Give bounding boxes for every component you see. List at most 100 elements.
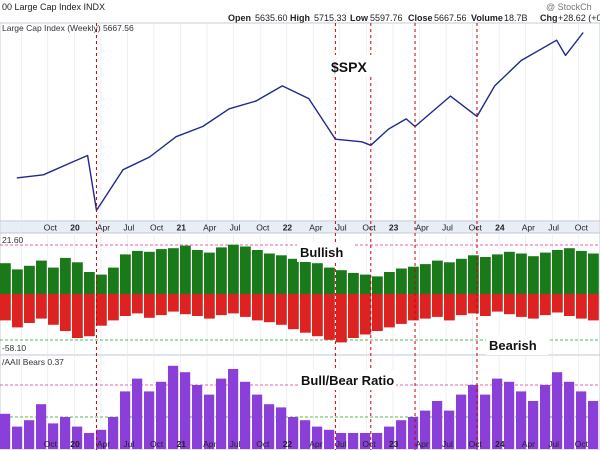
high-label: High [290, 13, 310, 23]
x-tick-label: Apr [97, 223, 110, 233]
x-tick-label: Oct [362, 439, 376, 449]
x-tick-label: Jul [336, 223, 347, 233]
bullish-bar [312, 263, 323, 294]
ratio-bar [300, 420, 311, 449]
x-tick-label: 20 [70, 223, 80, 233]
bullish-bar [192, 250, 203, 294]
ratio-bar [288, 417, 299, 449]
bearish-bar [120, 294, 131, 316]
ratio-bar [228, 369, 239, 449]
ratio-bar [324, 429, 335, 449]
bullish-bar [552, 250, 563, 294]
x-tick-label: Apr [416, 223, 429, 233]
bullish-bar [24, 265, 35, 294]
x-tick-label: Oct [362, 223, 376, 233]
spx-price-line [16, 32, 584, 212]
bullish-bar [168, 248, 179, 294]
bullish-bar [432, 260, 443, 294]
bearish-callout-box [486, 335, 548, 355]
bearish-bar [552, 294, 563, 313]
ratio-bar [96, 429, 107, 449]
bullish-bar [252, 250, 263, 294]
bearish-bar [216, 294, 227, 316]
x-tick-label: Jul [548, 439, 559, 449]
bullish-bar [96, 274, 107, 294]
bearish-bar [252, 294, 263, 321]
bullish-bar [228, 244, 239, 294]
ratio-bar [552, 372, 563, 449]
ratio-bar [360, 433, 371, 449]
ratio-bar [456, 394, 467, 449]
ratio-bar [12, 426, 23, 449]
bearish-bar [468, 294, 479, 314]
bearish-bar [276, 294, 287, 325]
ratio-bar [480, 394, 491, 449]
bullish-bar [48, 267, 59, 294]
bearish-bar [12, 294, 23, 328]
bearish-bar [192, 294, 203, 316]
x-tick-label: 24 [495, 439, 505, 449]
x-tick-label: Jul [442, 223, 453, 233]
x-tick-label: Jul [230, 439, 241, 449]
ratio-bar [168, 365, 179, 449]
bearish-bar [312, 294, 323, 337]
bullish-bar [576, 250, 587, 294]
bullish-bar [396, 268, 407, 294]
bearish-bar [36, 294, 47, 319]
high-value: 5715.33 [314, 13, 347, 23]
ratio-bar [312, 426, 323, 449]
bearish-bar [24, 294, 35, 323]
x-tick-label: 20 [70, 439, 80, 449]
bear-guide-label: -58.10 [2, 343, 26, 353]
ratio-bar [384, 426, 395, 449]
ratio-bar [492, 378, 503, 449]
bearish-bar [528, 294, 539, 319]
x-tick-label: Apr [416, 439, 429, 449]
bullish-callout: Bullish [300, 245, 343, 260]
bearish-bar [336, 294, 347, 343]
bearish-bar [300, 294, 311, 333]
x-tick-label: Oct [150, 223, 164, 233]
x-tick-label: Jul [123, 439, 134, 449]
bearish-bar [84, 294, 95, 337]
low-label: Low [350, 13, 369, 23]
time-axis-ticks: Oct Oct 20 20 Apr Apr Jul Jul Oct Oct 21 21 Apr Apr Ju… [44, 223, 589, 450]
low-value: 5597.76 [370, 13, 403, 23]
ratio-bar [276, 407, 287, 449]
bullish-bar [180, 245, 191, 294]
chg-label: Chg [540, 13, 558, 23]
bullish-bar [468, 255, 479, 294]
bearish-bar [324, 294, 335, 340]
bearish-bar [156, 294, 167, 316]
x-tick-label: Apr [309, 439, 322, 449]
ratio-bar [180, 372, 191, 449]
bullish-bar [144, 251, 155, 294]
x-tick-label: Apr [97, 439, 110, 449]
ratio-bar [336, 433, 347, 449]
watermark: @ StockCh [546, 2, 592, 12]
x-tick-label: Apr [203, 223, 216, 233]
bearish-bar [132, 294, 143, 314]
x-tick-label: 21 [177, 439, 187, 449]
bearish-bar [576, 294, 587, 319]
bearish-bar [540, 294, 551, 316]
bearish-bar [372, 294, 383, 331]
bearish-bar [108, 294, 119, 321]
ratio-bar [84, 433, 95, 449]
x-tick-label: Oct [44, 223, 58, 233]
bearish-bar [444, 294, 455, 321]
x-tick-label: Oct [575, 223, 589, 233]
bullish-bar [348, 272, 359, 294]
ratio-bar [372, 433, 383, 449]
bullish-bar [324, 267, 335, 294]
x-tick-label: Jul [230, 223, 241, 233]
ratio-bar [348, 433, 359, 449]
bullish-bar [588, 253, 599, 294]
bearish-callout: Bearish [489, 338, 537, 353]
price-layer [16, 32, 584, 212]
bullish-bar [84, 272, 95, 294]
bearish-bar [492, 294, 503, 312]
x-tick-label: Jul [442, 439, 453, 449]
bullish-bar [132, 250, 143, 294]
